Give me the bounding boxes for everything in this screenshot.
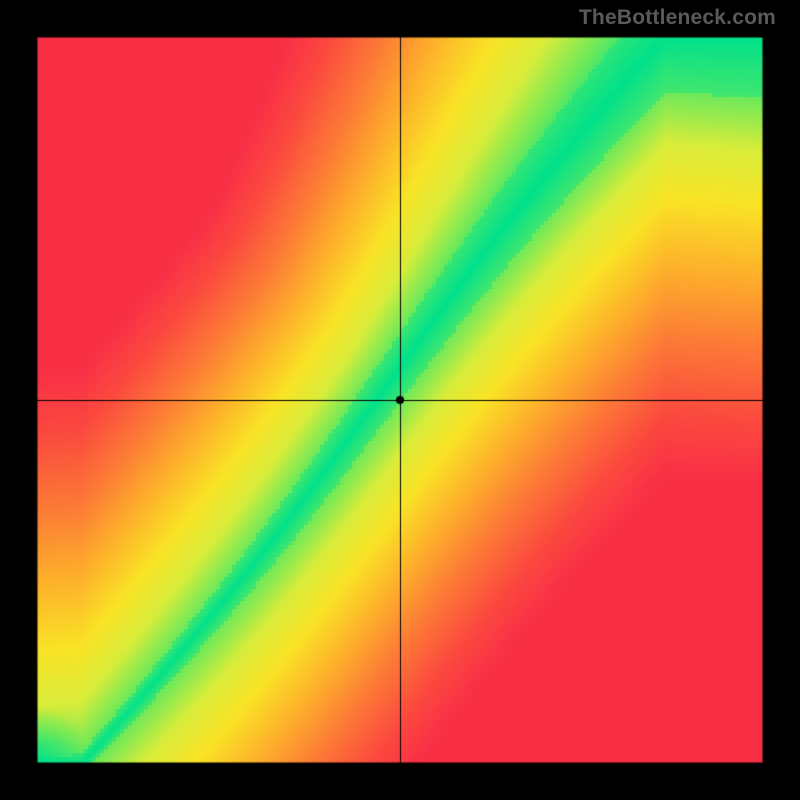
bottleneck-heatmap: [36, 36, 764, 764]
chart-container: TheBottleneck.com: [0, 0, 800, 800]
watermark-text: TheBottleneck.com: [579, 6, 776, 30]
